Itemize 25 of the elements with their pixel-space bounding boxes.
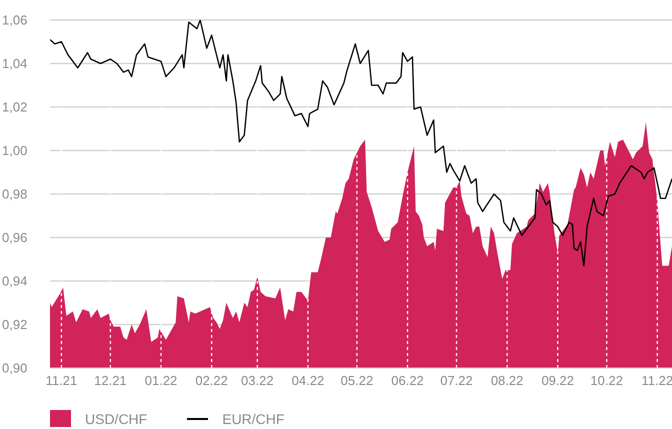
x-tick-label: 08.22 — [490, 373, 524, 388]
y-tick-label: 0,98 — [2, 186, 28, 202]
y-tick-label: 0,92 — [2, 317, 28, 332]
y-tick-label: 1,00 — [2, 143, 28, 158]
legend-label: USD/CHF — [85, 410, 148, 426]
x-tick-label: 10.22 — [590, 373, 623, 388]
x-tick-label: 06.22 — [391, 373, 424, 388]
x-tick-label: 01.22 — [144, 373, 178, 388]
x-tick-label: 07.22 — [440, 373, 473, 388]
y-tick-label: 1,06 — [2, 12, 28, 28]
y-tick-label: 0,96 — [2, 230, 28, 246]
x-tick-label: 02.22 — [195, 373, 228, 388]
y-tick-label: 1,02 — [2, 100, 28, 115]
x-tick-label: 05.22 — [340, 373, 374, 388]
x-tick-label: 03.22 — [241, 373, 274, 388]
y-tick-label: 0,90 — [2, 360, 28, 376]
x-tick-label: 12.21 — [94, 373, 127, 388]
line-series — [50, 20, 672, 266]
y-tick-label: 1,04 — [2, 56, 28, 72]
x-tick-label: 09.22 — [541, 373, 574, 388]
x-tick-label: 04.22 — [292, 373, 324, 388]
y-tick-label: 0,94 — [2, 274, 28, 289]
legend-label: EUR/CHF — [222, 410, 284, 426]
x-tick-label: 11.22 — [642, 373, 672, 388]
x-tick-label: 11.21 — [46, 373, 78, 388]
